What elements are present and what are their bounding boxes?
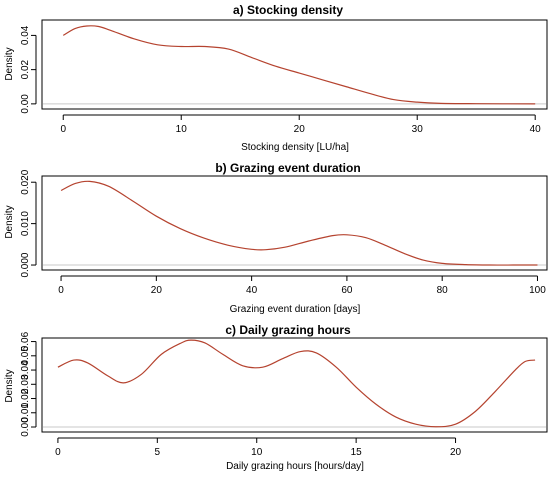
panel-b-x-axis: 0 20 40 60 80 100 (58, 275, 546, 296)
x-tick-label: 0 (55, 447, 61, 458)
x-tick-label: 60 (341, 285, 353, 296)
panel-b: b) Grazing event duration 0 20 40 60 80 100 0… (4, 161, 548, 315)
y-tick-label: 0.01 (20, 403, 31, 423)
panel-c-x-axis-label: Daily grazing hours [hours/day] (226, 461, 364, 472)
x-tick-label: 0 (60, 124, 66, 135)
y-tick-label: 0.02 (20, 59, 31, 79)
x-tick-label: 10 (251, 447, 263, 458)
y-tick-label: 0.00 (20, 94, 31, 114)
panel-c-y-axis: 0.000.010.020.030.040.050.06 (20, 331, 37, 437)
x-tick-label: 30 (412, 124, 424, 135)
y-tick-label: 0.05 (20, 346, 31, 366)
panel-c: c) Daily grazing hours 0 5 10 15 20 0.000.01… (4, 323, 548, 472)
panel-b-density-curve (60, 180, 538, 266)
panel-c-x-axis: 0 5 10 15 20 (55, 437, 462, 458)
panel-b-y-axis-label: Density (4, 205, 15, 238)
y-tick-label: 0.000 (20, 252, 31, 277)
panel-a-plot-frame (41, 19, 548, 110)
panel-a-x-axis-label: Stocking density [LU/ha] (241, 142, 349, 153)
y-tick-label: 0.020 (20, 169, 31, 194)
y-tick-label: 0.04 (20, 360, 31, 380)
panel-c-title: c) Daily grazing hours (225, 323, 351, 337)
x-tick-label: 20 (151, 285, 163, 296)
panel-c-plot-frame (41, 337, 548, 433)
y-tick-label: 0.00 (20, 417, 31, 437)
panel-a-y-axis-label: Density (4, 47, 15, 80)
panel-b-plot-frame (41, 175, 548, 271)
panel-b-y-axis: 0.000 0.010 0.020 (20, 169, 37, 278)
x-tick-label: 40 (530, 124, 542, 135)
x-tick-label: 5 (155, 447, 161, 458)
y-tick-label: 0.06 (20, 331, 31, 351)
panel-a-x-axis: 0 10 20 30 40 (60, 114, 542, 135)
x-tick-label: 80 (437, 285, 449, 296)
x-tick-label: 100 (529, 285, 546, 296)
panel-a: a) Stocking density 0 10 20 30 40 0.000.020.… (4, 3, 548, 153)
panel-c-y-axis-label: Density (4, 369, 15, 402)
panel-a-title: a) Stocking density (233, 3, 343, 17)
x-tick-label: 20 (450, 447, 462, 458)
x-tick-label: 20 (294, 124, 306, 135)
x-tick-label: 0 (58, 285, 64, 296)
panel-b-x-axis-label: Grazing event duration [days] (230, 304, 361, 315)
y-tick-label: 0.010 (20, 211, 31, 236)
x-tick-label: 15 (351, 447, 363, 458)
y-tick-label: 0.02 (20, 388, 31, 408)
y-tick-label: 0.04 (20, 25, 31, 45)
panel-c-density-curve (57, 339, 536, 428)
panel-a-density-curve (62, 25, 536, 105)
x-tick-label: 40 (246, 285, 258, 296)
x-tick-label: 10 (176, 124, 188, 135)
y-tick-label: 0.03 (20, 374, 31, 394)
panel-a-y-axis: 0.00 0.02 0.04 (20, 25, 37, 114)
panel-b-title: b) Grazing event duration (215, 161, 360, 175)
